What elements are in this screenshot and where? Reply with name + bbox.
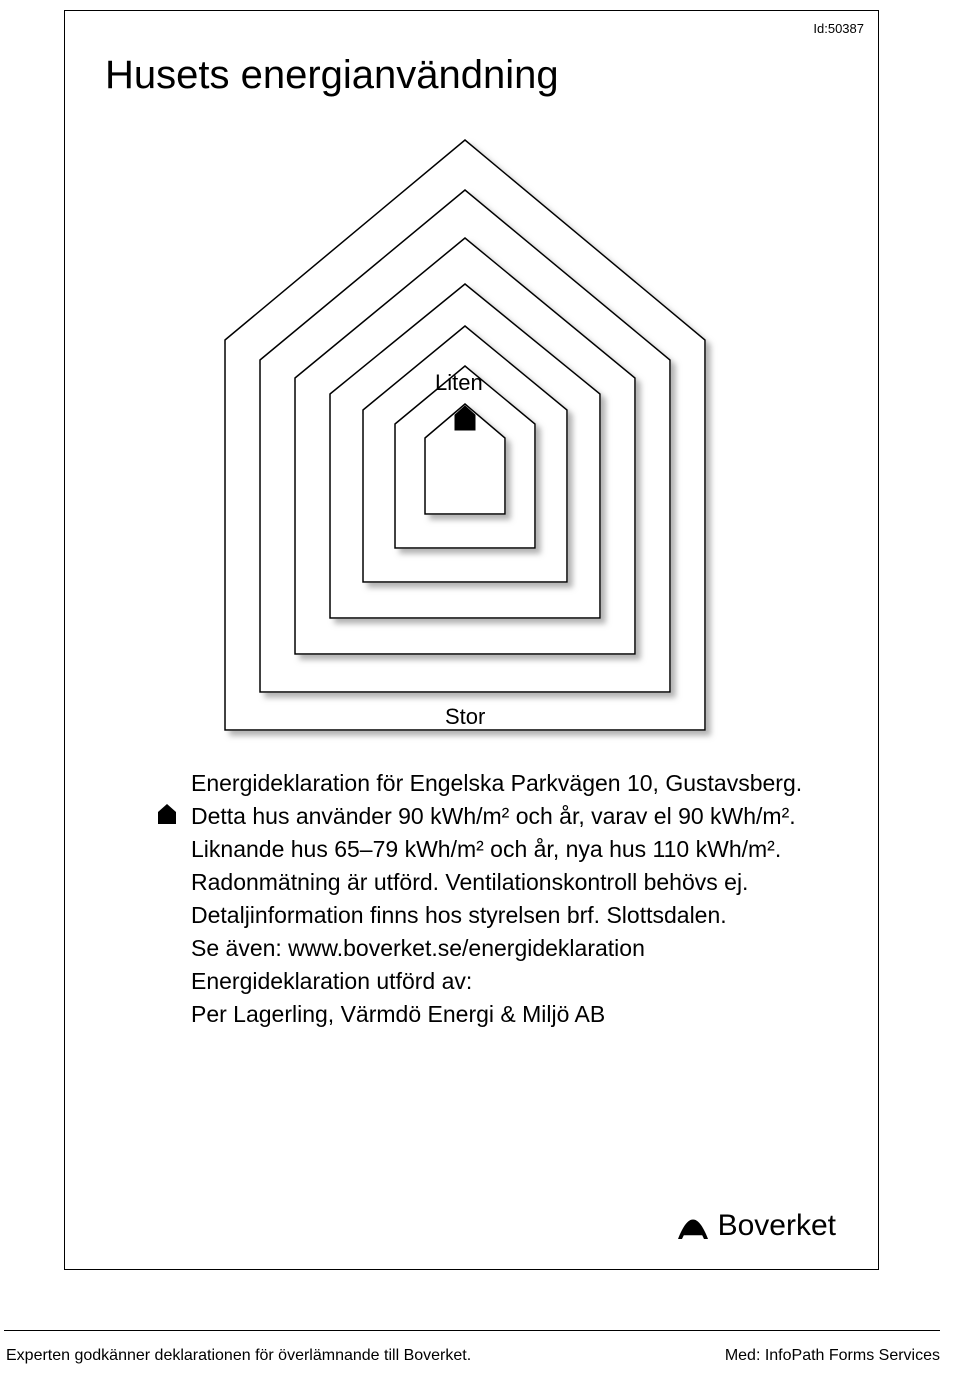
- info-line-2: Detta hus använder 90 kWh/m² och år, var…: [191, 801, 851, 832]
- boverket-text: Boverket: [718, 1209, 836, 1243]
- info-line-5: Detaljinformation finns hos styrelsen br…: [191, 900, 851, 931]
- info-line-8: Per Lagerling, Värmdö Energi & Miljö AB: [191, 999, 851, 1030]
- page: Id:50387 Husets energianvändning: [0, 0, 960, 1375]
- info-line-6: Se även: www.boverket.se/energideklarati…: [191, 933, 851, 964]
- info-line-1: Energideklaration för Engelska Parkvägen…: [191, 768, 851, 799]
- info-line-7: Energideklaration utförd av:: [191, 966, 851, 997]
- footer-divider: [4, 1330, 940, 1331]
- boverket-icon: [676, 1211, 710, 1241]
- info-line-3: Liknande hus 65–79 kWh/m² och år, nya hu…: [191, 834, 851, 865]
- footer-left-text: Experten godkänner deklarationen för öve…: [6, 1347, 471, 1365]
- info-block: Energideklaration för Engelska Parkvägen…: [191, 768, 851, 1030]
- label-stor: Stor: [445, 704, 485, 730]
- document-id: Id:50387: [813, 21, 864, 36]
- info-line-4: Radonmätning är utförd. Ventilationskont…: [191, 867, 851, 898]
- summary-card: Id:50387 Husets energianvändning: [64, 10, 879, 1270]
- footer-right-text: Med: InfoPath Forms Services: [725, 1347, 940, 1365]
- nested-houses-svg: [165, 110, 765, 750]
- house-icon: [156, 802, 178, 833]
- boverket-logo: Boverket: [676, 1209, 836, 1243]
- label-liten: Liten: [435, 370, 483, 396]
- energy-house-diagram: Liten Stor: [165, 110, 765, 750]
- page-title: Husets energianvändning: [105, 53, 856, 98]
